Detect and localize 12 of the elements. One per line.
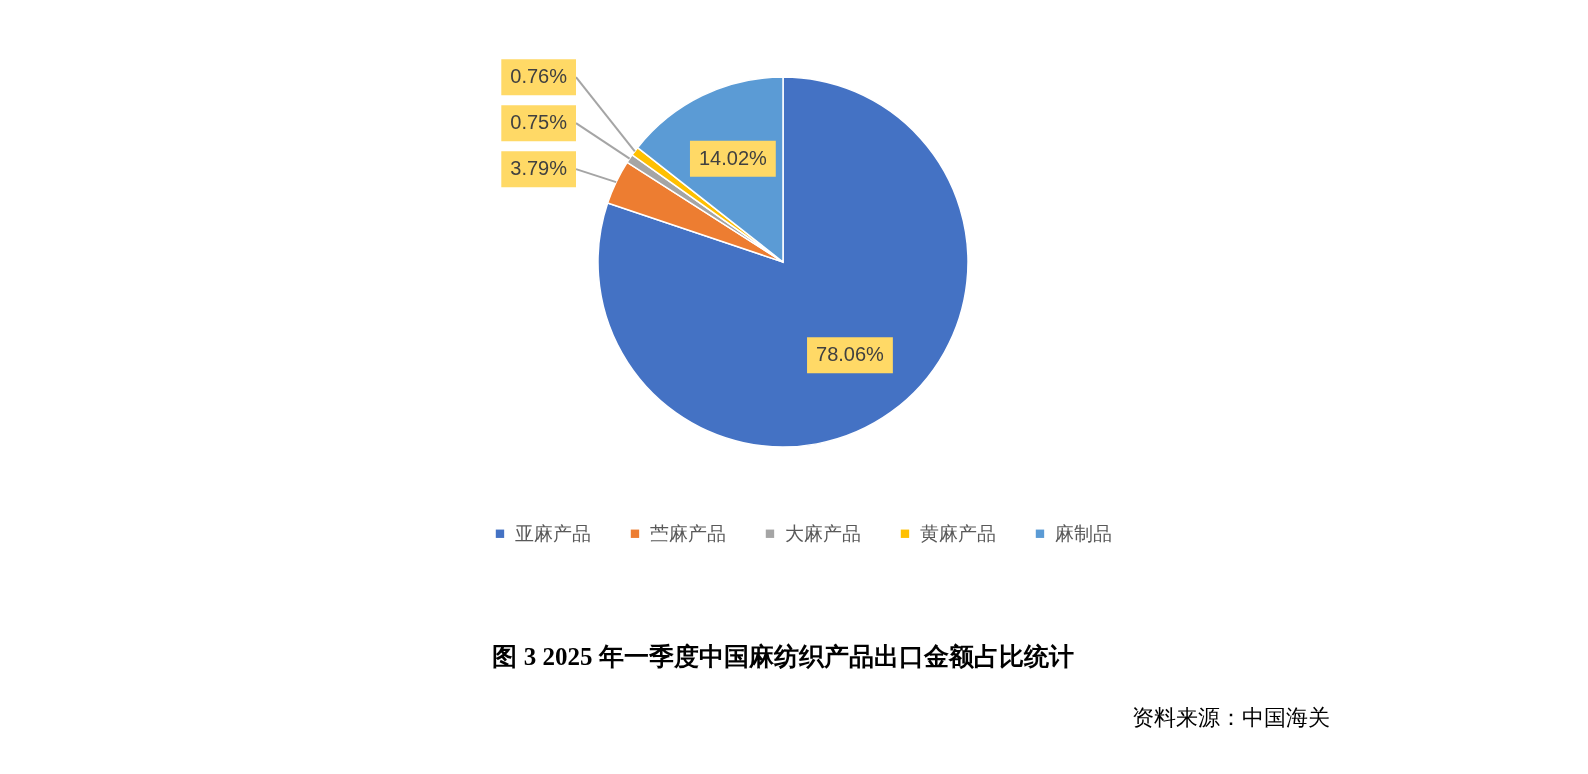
legend-label: 亚麻产品 — [515, 522, 592, 544]
legend-label: 麻制品 — [1055, 522, 1113, 544]
data-label: 0.76% — [510, 65, 568, 88]
text: 资料来源：中国海关 — [1132, 705, 1330, 730]
data-label: 14.02% — [698, 146, 767, 169]
text: 图 3 2025 年一季度中国麻纺织产品出口金额占比统计 — [492, 643, 1074, 670]
legend-label: 大麻产品 — [785, 522, 862, 544]
legend-label: 苎麻产品 — [650, 522, 727, 544]
data-label: 78.06% — [816, 343, 885, 366]
data-label: 0.75% — [510, 111, 568, 134]
data-label: 3.79% — [510, 157, 568, 180]
legend-label: 黄麻产品 — [920, 522, 997, 544]
